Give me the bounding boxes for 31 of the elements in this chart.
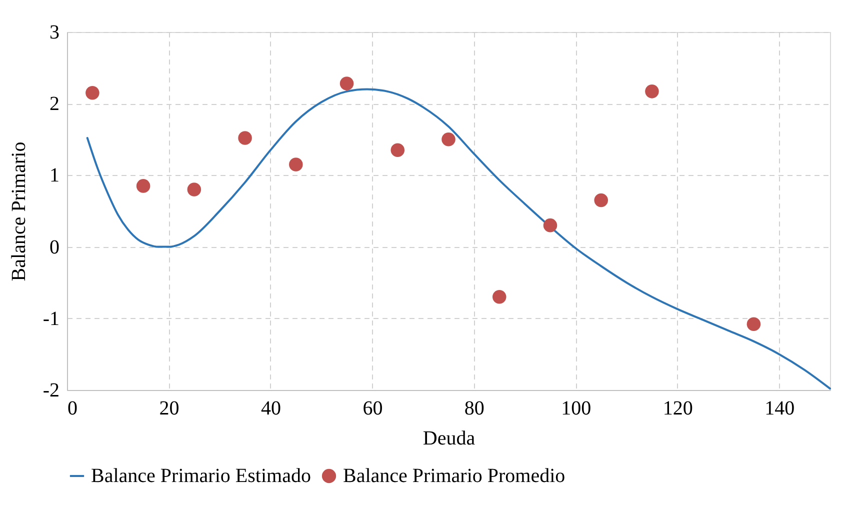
- x-tick-label: 0: [68, 398, 78, 420]
- y-tick-label: 0: [50, 236, 60, 258]
- legend-label: Balance Primario Estimado: [91, 465, 311, 487]
- x-tick-label: 80: [464, 398, 484, 420]
- point: [594, 193, 608, 208]
- point: [289, 158, 303, 172]
- point: [340, 76, 354, 90]
- point: [543, 218, 558, 232]
- y-tick-label: 3: [50, 22, 60, 44]
- legend-label: Balance Primario Promedio: [343, 465, 566, 487]
- x-tick-label: 20: [159, 398, 180, 420]
- y-tick-label: 1: [50, 164, 60, 187]
- x-tick-label: 60: [362, 398, 383, 420]
- x-axis-title: Deuda: [422, 428, 476, 450]
- x-tick-label: 40: [260, 398, 281, 420]
- y-axis-title: Balance Primario: [8, 142, 30, 282]
- x-tick-label: 120: [662, 398, 693, 420]
- x-tick-label: 140: [764, 398, 795, 420]
- point: [746, 317, 761, 332]
- y-tick-label: 2: [50, 93, 60, 116]
- y-tick-label: -1: [42, 308, 60, 330]
- point: [442, 132, 456, 146]
- point: [187, 182, 202, 196]
- point: [86, 86, 100, 100]
- point: [492, 290, 506, 304]
- point: [645, 84, 659, 98]
- point: [390, 143, 405, 158]
- y-tick-label: -2: [42, 380, 60, 402]
- x-tick-label: 100: [561, 398, 592, 420]
- point: [136, 179, 150, 193]
- point: [238, 131, 252, 145]
